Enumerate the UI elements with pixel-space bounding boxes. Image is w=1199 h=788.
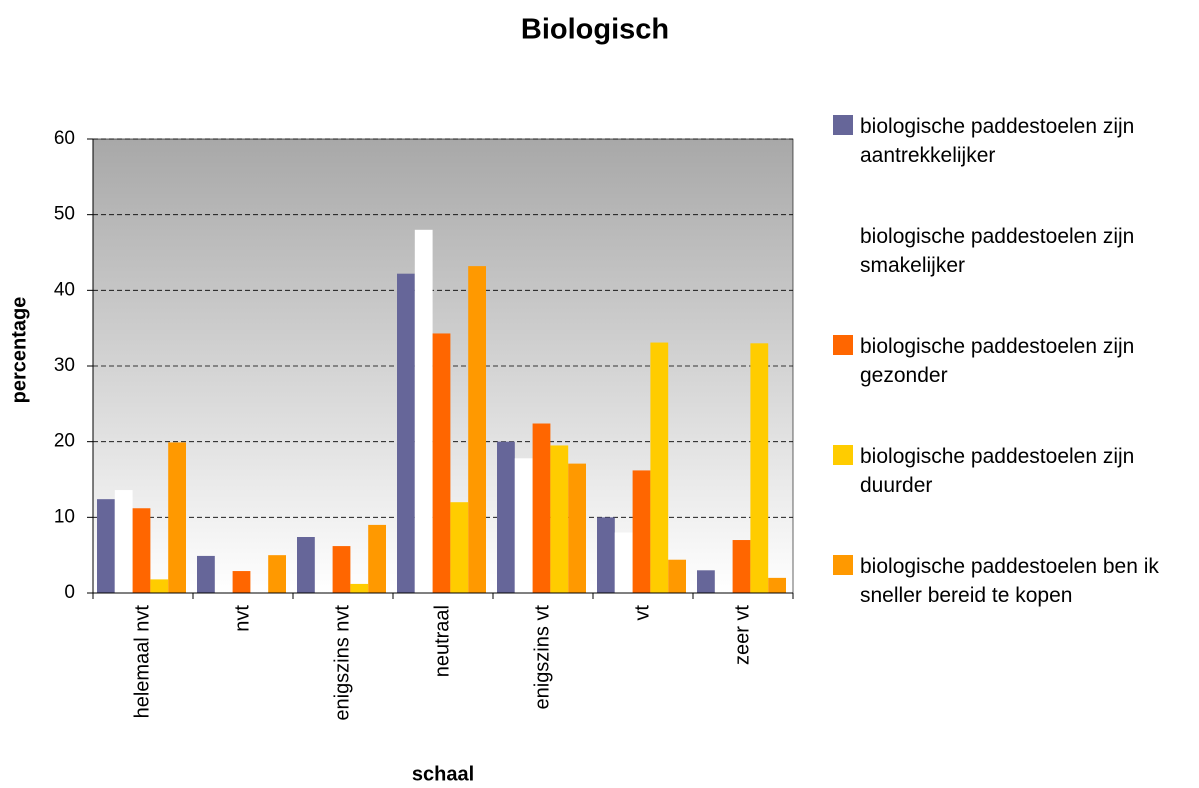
legend-label: biologische paddestoelen zijn gezonder bbox=[860, 335, 1135, 387]
bar bbox=[232, 571, 251, 593]
bar bbox=[414, 229, 433, 594]
bar bbox=[614, 532, 633, 593]
legend-swatch bbox=[833, 225, 853, 245]
bar bbox=[350, 583, 369, 593]
bar bbox=[468, 266, 486, 593]
y-tick-label: 60 bbox=[54, 128, 75, 149]
bar bbox=[532, 423, 551, 593]
legend-entry: biologische paddestoelen zijn gezonder bbox=[833, 332, 1193, 390]
bar bbox=[668, 559, 686, 593]
bar bbox=[697, 570, 715, 593]
legend-swatch bbox=[833, 555, 853, 575]
legend-entry: biologische paddestoelen zijn duurder bbox=[833, 442, 1193, 500]
y-tick-label: 20 bbox=[54, 431, 75, 452]
legend-entry: biologische paddestoelen zijn aantrekkel… bbox=[833, 112, 1193, 170]
bar bbox=[550, 445, 569, 593]
legend-swatch bbox=[833, 115, 853, 135]
x-tick-label: helemaal nvt bbox=[131, 605, 153, 719]
bar bbox=[568, 463, 586, 593]
legend-label: biologische paddestoelen zijn duurder bbox=[860, 445, 1135, 497]
bar bbox=[650, 342, 669, 593]
bar bbox=[132, 508, 151, 593]
plot-border bbox=[92, 138, 794, 594]
x-tick-label: nvt bbox=[231, 605, 253, 632]
bar bbox=[397, 273, 415, 593]
y-tick-label: 10 bbox=[54, 506, 75, 527]
y-axis-label: percentage bbox=[8, 297, 30, 404]
legend-label: biologische paddestoelen ben ik sneller … bbox=[860, 555, 1159, 607]
bar bbox=[297, 537, 315, 593]
y-tick-label: 40 bbox=[54, 279, 75, 300]
x-axis-label: schaal bbox=[412, 763, 474, 785]
bar bbox=[432, 333, 451, 593]
y-tick-label: 30 bbox=[54, 355, 75, 376]
x-tick-label: neutraal bbox=[431, 605, 453, 677]
bar bbox=[150, 579, 169, 593]
bar bbox=[632, 470, 651, 593]
legend-swatch bbox=[833, 335, 853, 355]
x-tick-label: enigszins nvt bbox=[331, 605, 353, 721]
bar bbox=[750, 343, 769, 593]
legend-entry: biologische paddestoelen zijn smakelijke… bbox=[833, 222, 1193, 280]
legend-entry: biologische paddestoelen ben ik sneller … bbox=[833, 552, 1193, 610]
y-tick-label: 0 bbox=[64, 582, 75, 603]
bar bbox=[597, 517, 615, 593]
x-tick-label: vt bbox=[631, 605, 653, 621]
bar bbox=[97, 499, 115, 593]
legend-label: biologische paddestoelen zijn aantrekkel… bbox=[860, 115, 1135, 167]
bar bbox=[268, 555, 286, 593]
bar bbox=[114, 490, 133, 593]
chart-title: Biologisch bbox=[521, 14, 669, 46]
bar bbox=[514, 458, 533, 593]
bar bbox=[768, 577, 786, 593]
legend-swatch bbox=[833, 445, 853, 465]
bar bbox=[732, 540, 751, 593]
bar bbox=[368, 524, 386, 593]
bar bbox=[450, 502, 469, 593]
x-tick-label: enigszins vt bbox=[531, 605, 553, 710]
bar bbox=[332, 546, 351, 593]
legend-label: biologische paddestoelen zijn smakelijke… bbox=[860, 225, 1135, 277]
bar bbox=[168, 442, 186, 593]
bar bbox=[197, 555, 215, 593]
y-tick-label: 50 bbox=[54, 204, 75, 225]
bar bbox=[497, 441, 515, 593]
x-tick-label: zeer vt bbox=[731, 605, 753, 665]
